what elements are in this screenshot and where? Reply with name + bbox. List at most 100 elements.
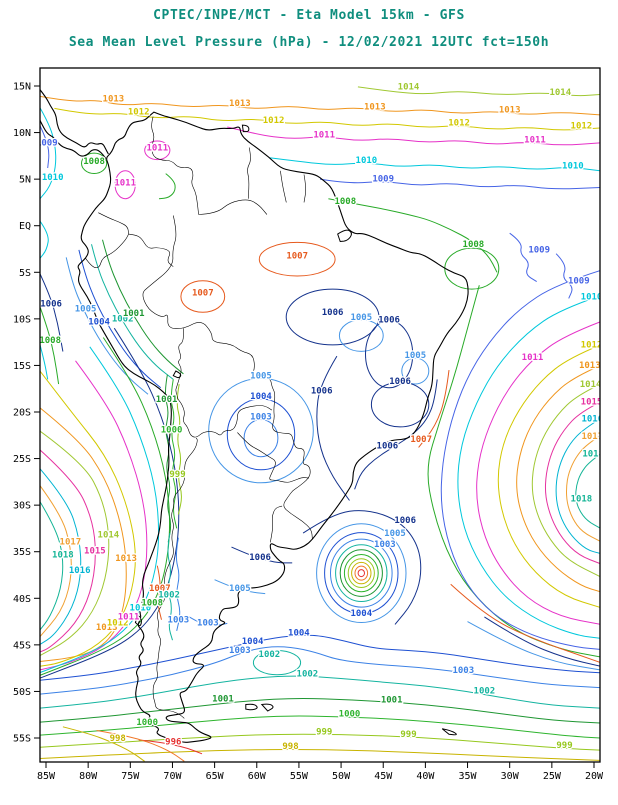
isobar-1010 — [40, 220, 49, 260]
isobar-1010 — [457, 295, 600, 639]
isobar-1000-ring — [343, 554, 379, 593]
contour-label-1005: 1005 — [404, 351, 426, 361]
lon-tick-label: 60W — [248, 771, 267, 782]
isobar-1006 — [231, 546, 293, 564]
country-border — [247, 147, 251, 199]
contour-label-1017: 1017 — [60, 537, 82, 547]
isobar-997-ring — [354, 565, 369, 581]
country-border — [303, 174, 306, 203]
isobar-1006 — [365, 320, 414, 389]
contour-label-1011: 1011 — [313, 131, 335, 141]
contour-label-1010: 1010 — [562, 161, 584, 171]
isobar-1002 — [252, 650, 302, 676]
contour-label-1004: 1004 — [242, 637, 264, 647]
contour-label-1009: 1009 — [568, 277, 590, 287]
lon-tick-label: 70W — [163, 771, 182, 782]
contour-label-1002: 1002 — [297, 670, 319, 680]
isobar-1005 — [338, 319, 384, 352]
contour-label-1006: 1006 — [394, 516, 416, 526]
contour-label-1012: 1012 — [581, 341, 603, 351]
isobar-1005 — [208, 377, 314, 484]
contour-label-1003: 1003 — [250, 413, 272, 423]
contour-label-1011: 1011 — [522, 353, 544, 363]
isobar-999-ring — [347, 558, 375, 588]
isobar-1016 — [555, 418, 600, 554]
isobar-1006 — [484, 616, 600, 667]
contour-label-1014: 1014 — [580, 380, 602, 390]
isobar-996-ring — [357, 569, 365, 578]
contour-label-1003: 1003 — [197, 618, 219, 628]
isobar-1014 — [357, 86, 600, 97]
contour-label-1001: 1001 — [123, 309, 145, 319]
lat-tick-label: 50S — [13, 687, 31, 698]
isobar-1003 — [243, 419, 279, 458]
isobar-1006 — [354, 379, 438, 490]
contour-label-1012: 1012 — [263, 116, 285, 126]
contour-label-1007: 1007 — [286, 251, 308, 261]
lat-tick-label: 15S — [13, 361, 31, 372]
contour-label-1005: 1005 — [350, 313, 372, 323]
lat-tick-label: 5S — [19, 268, 31, 279]
country-border — [152, 437, 198, 719]
contour-label-1008: 1008 — [463, 240, 485, 250]
country-border — [280, 170, 287, 203]
isobar-1001 — [164, 374, 172, 543]
island-outline — [134, 614, 142, 627]
isobar-contours — [40, 86, 600, 762]
isobar-1011 — [144, 140, 171, 161]
contour-label-1006: 1006 — [322, 308, 344, 318]
country-border — [151, 116, 199, 215]
contour-label-1005: 1005 — [384, 529, 406, 539]
contour-label-1011: 1011 — [114, 179, 136, 189]
contour-label-1003: 1003 — [452, 666, 474, 676]
axis-ticks-and-labels: 15N 10N 5N EQ 5S 10S 15S 20S 25S 30S 35S 40S 45S 50S 5… — [13, 82, 604, 783]
isobar-1011 — [227, 126, 600, 146]
country-border — [128, 233, 174, 267]
country-border — [198, 199, 268, 215]
isobar-1011 — [40, 360, 148, 671]
lon-tick-label: 85W — [37, 771, 56, 782]
isobar-1009 — [509, 232, 537, 283]
lat-tick-label: 20S — [13, 408, 31, 419]
isobar-1007 — [418, 370, 450, 448]
lon-tick-label: 30W — [501, 771, 520, 782]
contour-label-1013: 1013 — [115, 554, 137, 564]
contour-label-1006: 1006 — [311, 386, 333, 396]
lat-tick-label: 45S — [13, 640, 31, 651]
lat-tick-label: 25S — [13, 454, 31, 465]
isobar-1009 — [555, 253, 573, 299]
contour-label-1014: 1014 — [549, 88, 571, 98]
contour-label-1011: 1011 — [524, 135, 546, 145]
isobar-1002-ring — [335, 544, 388, 602]
isobar-1001-ring — [339, 549, 383, 597]
contour-label-1013: 1013 — [103, 94, 125, 104]
isobar-1010 — [40, 106, 57, 200]
isobar-1012 — [54, 107, 600, 131]
isobar-1003 — [175, 537, 181, 632]
isobar-1013 — [516, 365, 600, 593]
lon-tick-label: 25W — [543, 771, 562, 782]
island-outline — [260, 703, 274, 712]
contour-label-1006: 1006 — [249, 553, 271, 563]
contour-label-1009: 1009 — [372, 175, 394, 185]
contour-label-1009: 1009 — [36, 139, 58, 149]
contour-label-999: 999 — [169, 470, 185, 480]
contour-label-1011: 1011 — [118, 613, 140, 623]
contour-label-1014: 1014 — [98, 531, 120, 541]
isobar-1002 — [91, 244, 174, 380]
isobar-1006 — [302, 510, 422, 625]
country-border — [98, 212, 129, 235]
contour-label-998: 998 — [110, 734, 126, 744]
island-outline — [172, 370, 182, 379]
contour-label-1002: 1002 — [112, 315, 134, 325]
isobar-1017 — [40, 484, 72, 638]
isobar-1008 — [328, 198, 498, 273]
contour-label-1015: 1015 — [84, 547, 106, 557]
contour-label-1002: 1002 — [259, 650, 281, 660]
contour-label-1010: 1010 — [581, 292, 603, 302]
contour-label-1006: 1006 — [378, 316, 400, 326]
contour-label-1004: 1004 — [88, 317, 110, 327]
contour-label-1005: 1005 — [250, 372, 272, 382]
contour-label-999: 999 — [556, 741, 572, 751]
